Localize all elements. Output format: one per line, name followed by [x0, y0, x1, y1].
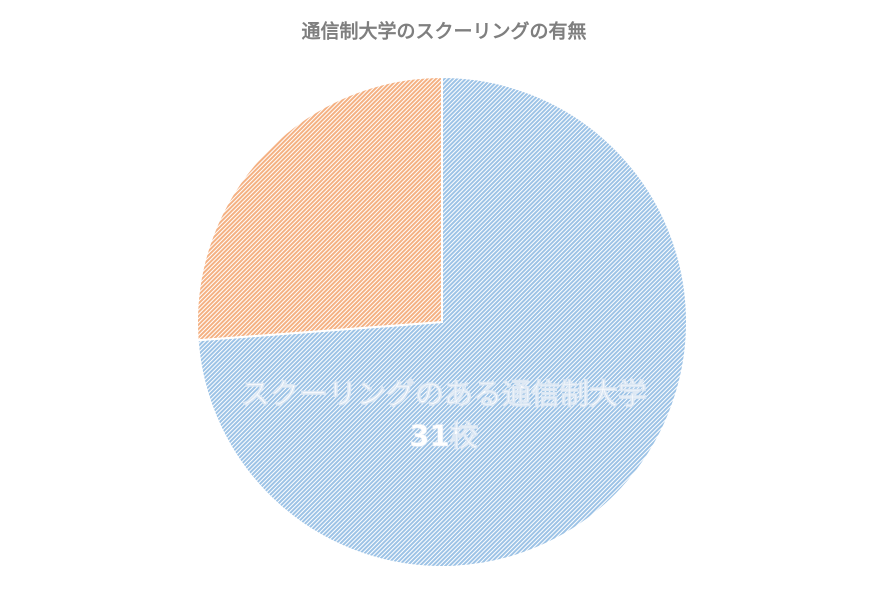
pie-slice	[196, 75, 443, 342]
slice-label: スクーリングのある通信制大学	[241, 377, 647, 411]
chart-title: 通信制大学のスクーリングの有無	[301, 20, 586, 43]
slice-value-label: 31校	[409, 419, 478, 453]
